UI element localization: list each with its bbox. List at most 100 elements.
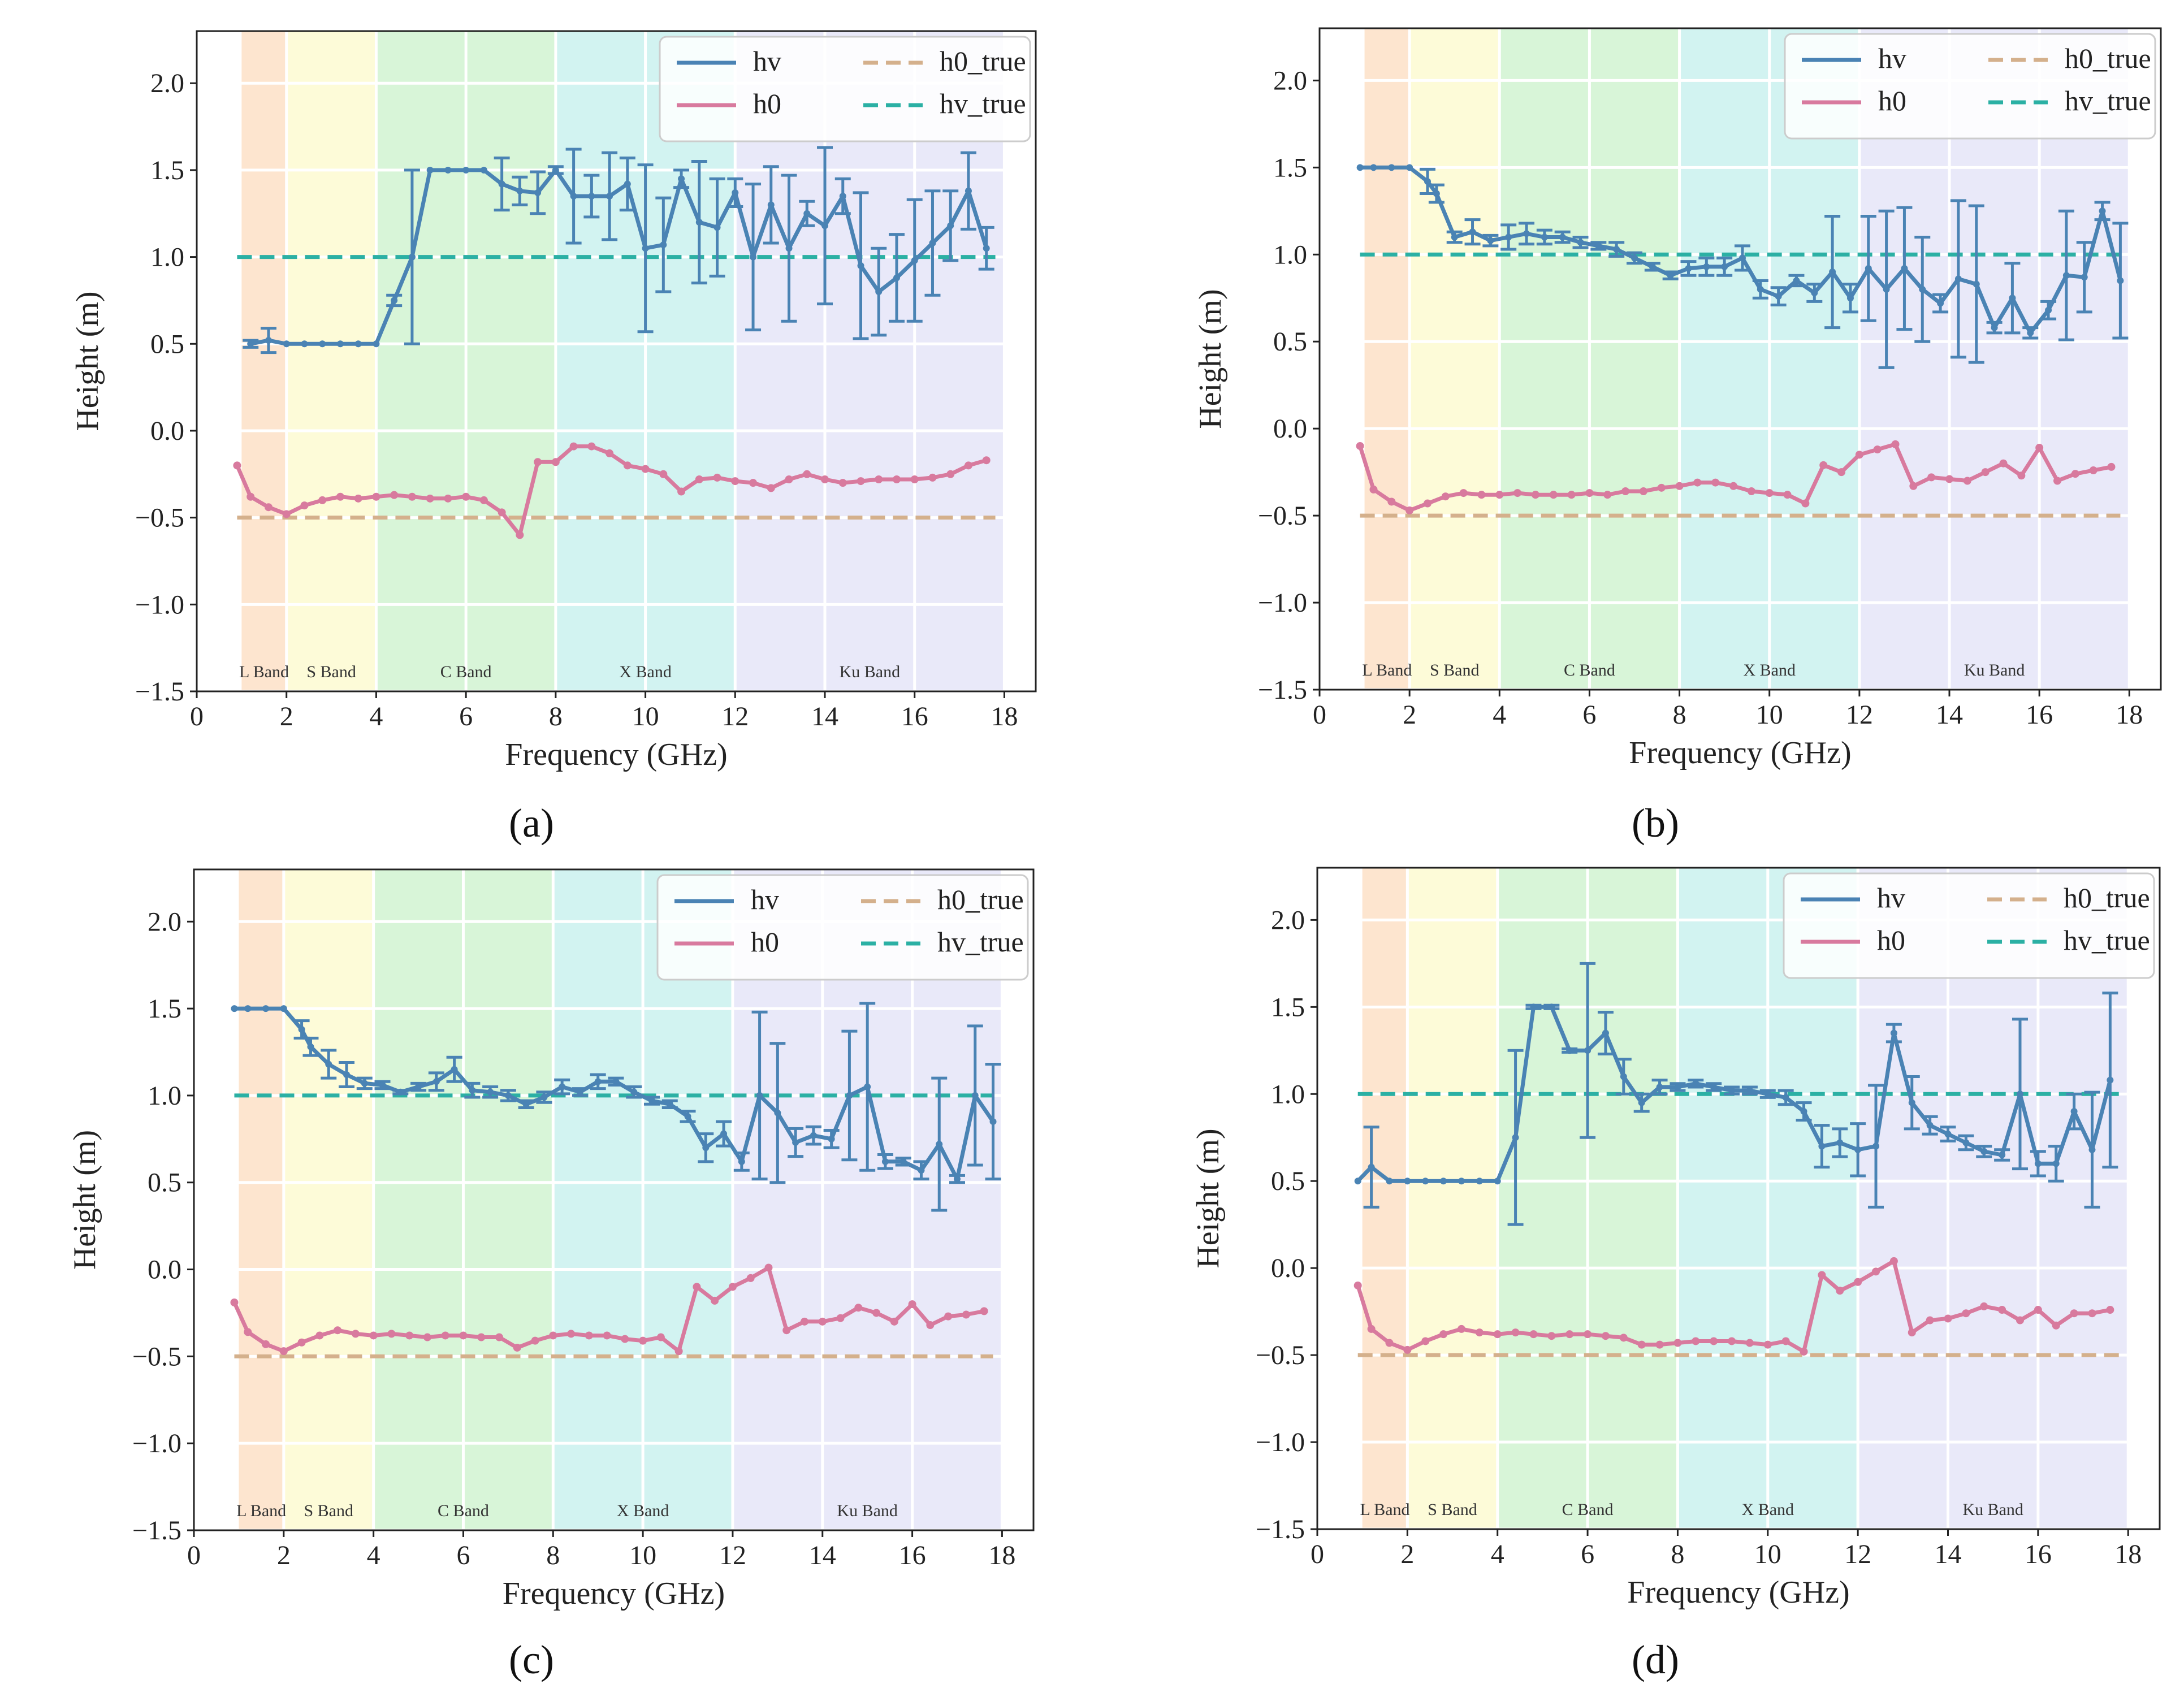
data-point-h0 (246, 492, 255, 501)
legend-label-h0: h0 (753, 88, 781, 119)
x-tick-label: 12 (1846, 700, 1873, 730)
y-tick-label: 0.5 (150, 329, 184, 359)
data-point-h0 (603, 1331, 611, 1340)
legend-label-hv: hv (1878, 42, 1906, 74)
x-axis-label: Frequency (GHz) (1627, 1575, 1849, 1610)
data-point-hv (1901, 265, 1908, 272)
data-point-hv (828, 1135, 835, 1142)
data-point-hv (2009, 295, 2016, 302)
data-point-hv (720, 1130, 728, 1137)
data-point-hv (1368, 1163, 1375, 1171)
data-point-h0 (1549, 491, 1558, 499)
band-label: Ku Band (1962, 1500, 2023, 1519)
data-point-hv (1370, 164, 1377, 171)
band-label: X Band (1743, 661, 1796, 679)
y-tick-label: −0.5 (135, 503, 184, 533)
data-point-hv (462, 166, 470, 174)
chart-panel-3: L Band S Band C Band X Band Ku Band 0 2 4 6 8 10 12… (67, 868, 1035, 1682)
data-point-hv (792, 1139, 799, 1146)
data-point-h0 (315, 1331, 324, 1340)
data-point-hv (1738, 254, 1746, 262)
y-tick-label: 2.0 (1273, 66, 1307, 96)
data-point-hv (336, 340, 344, 348)
data-point-hv (1512, 1134, 1519, 1141)
x-tick-label: 16 (2025, 1539, 2052, 1569)
band-label: S Band (1430, 661, 1480, 679)
band-region (283, 869, 374, 1530)
data-point-hv (247, 340, 254, 348)
data-point-h0 (567, 1330, 576, 1338)
data-point-hv (864, 1083, 871, 1090)
band-label: S Band (304, 1501, 353, 1520)
data-point-h0 (1693, 478, 1702, 487)
data-point-hv (1476, 1178, 1483, 1185)
band-label: S Band (1428, 1500, 1477, 1519)
data-point-h0 (677, 487, 686, 496)
data-point-hv (504, 1092, 512, 1099)
data-point-hv (648, 1097, 655, 1105)
data-point-hv (552, 166, 559, 174)
data-point-hv (2088, 1146, 2096, 1153)
data-point-h0 (1763, 1340, 1772, 1349)
data-point-h0 (1926, 1316, 1934, 1325)
data-point-hv (379, 1081, 386, 1089)
data-point-h0 (551, 458, 560, 466)
x-tick-label: 14 (811, 702, 838, 732)
data-point-hv (1433, 190, 1440, 197)
data-point-hv (732, 189, 739, 196)
data-point-hv (1728, 1087, 1736, 1094)
data-point-h0 (1459, 489, 1468, 497)
x-tick-label: 8 (549, 702, 563, 732)
data-point-h0 (1547, 1332, 1556, 1340)
legend: hv h0_true h0 hv_true (656, 874, 1029, 981)
data-point-hv (1999, 1152, 2006, 1159)
legend-box (659, 36, 1031, 142)
data-point-h0 (928, 473, 937, 482)
data-point-hv (594, 1078, 602, 1085)
data-point-h0 (585, 1331, 593, 1340)
band-label: L Band (236, 1501, 286, 1520)
x-tick-label: 4 (1491, 1539, 1504, 1569)
legend-box (656, 874, 1029, 981)
data-point-hv (540, 1093, 548, 1101)
axes-frame (196, 30, 1037, 692)
data-point-h0 (1513, 489, 1522, 497)
legend-label-hv_true: hv_true (937, 926, 1024, 958)
axes-frame (1318, 27, 2162, 691)
data-point-hv (1883, 285, 1890, 293)
data-point-h0 (693, 1283, 701, 1291)
x-tick-label: 8 (1673, 700, 1686, 730)
data-point-h0 (1944, 1314, 1952, 1323)
data-point-h0 (2107, 462, 2116, 471)
data-point-h0 (233, 461, 241, 470)
data-point-h0 (441, 1331, 449, 1340)
data-point-h0 (230, 1299, 239, 1307)
x-tick-label: 4 (1493, 700, 1506, 730)
data-point-hv (971, 1092, 979, 1099)
data-point-h0 (1800, 1347, 1808, 1356)
data-point-hv (1422, 1178, 1429, 1185)
data-point-hv (2034, 1160, 2042, 1167)
x-tick-label: 0 (187, 1540, 201, 1570)
data-point-h0 (1567, 491, 1576, 499)
data-point-h0 (1403, 1345, 1412, 1354)
data-point-h0 (1673, 1339, 1682, 1347)
data-point-h0 (1889, 1257, 1898, 1265)
data-point-h0 (462, 492, 470, 501)
data-point-hv (1613, 246, 1620, 253)
data-point-hv (1782, 1094, 1789, 1101)
panel-label: (c) (509, 1637, 554, 1682)
data-point-h0 (516, 531, 524, 539)
y-tick-label: −1.5 (1256, 1514, 1305, 1544)
data-point-hv (325, 1061, 332, 1068)
data-point-hv (702, 1144, 710, 1152)
data-point-hv (929, 239, 936, 246)
data-point-hv (983, 245, 990, 252)
data-point-h0 (372, 492, 380, 501)
data-point-hv (1973, 280, 1980, 288)
data-point-hv (469, 1087, 476, 1094)
data-point-h0 (982, 456, 991, 465)
data-point-h0 (749, 479, 758, 487)
axes-frame (193, 868, 1035, 1531)
